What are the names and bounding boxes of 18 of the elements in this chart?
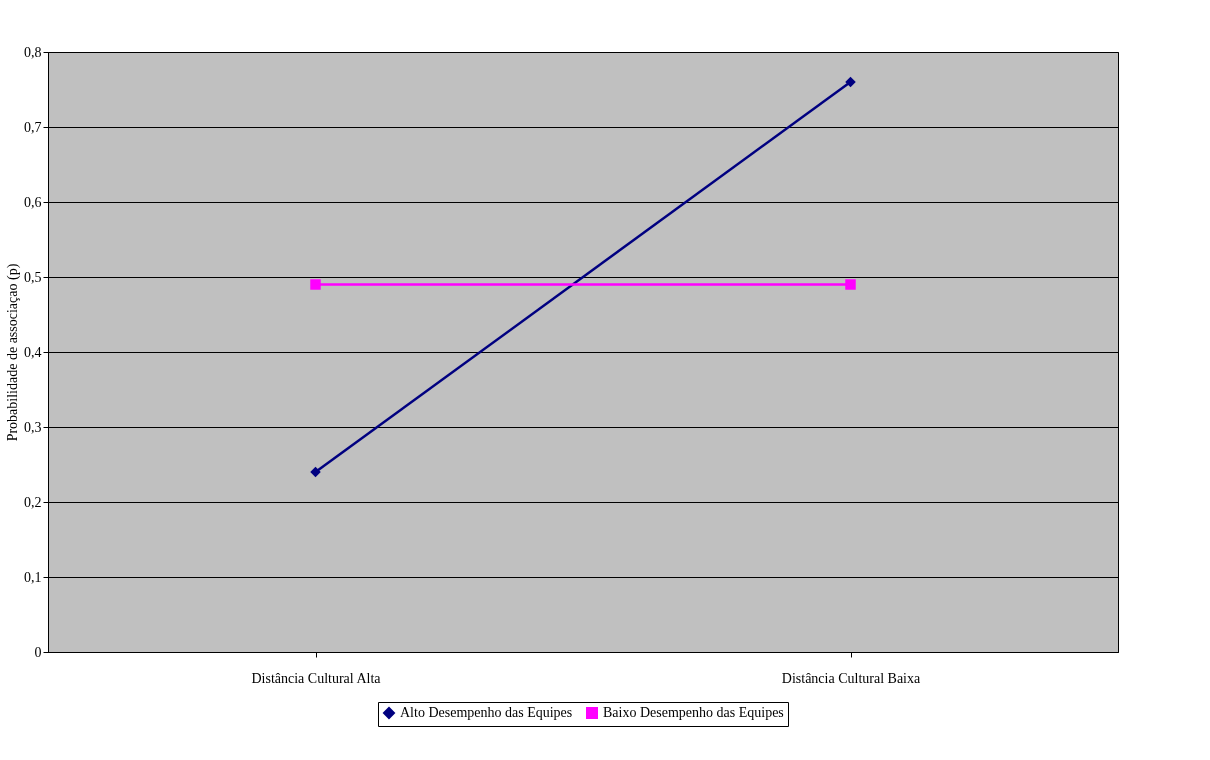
y-axis-title: Probabilidade de associaçao (p) bbox=[5, 263, 21, 442]
y-tick-label: 0,1 bbox=[24, 569, 42, 585]
x-tick-label: Distância Cultural Alta bbox=[251, 670, 382, 686]
x-tick-label: Distância Cultural Baixa bbox=[781, 670, 921, 686]
point bbox=[310, 466, 321, 478]
legend-label: Alto Desempenho das Equipes bbox=[400, 705, 573, 720]
y-tick-label: 0,3 bbox=[24, 419, 42, 435]
y-tick-label: 0 bbox=[34, 644, 42, 660]
point bbox=[845, 76, 856, 88]
y-tick-label: 0,5 bbox=[24, 269, 42, 285]
y-tick-label: 0,7 bbox=[24, 119, 42, 135]
y-tick-label: 0,6 bbox=[24, 194, 42, 210]
point bbox=[310, 279, 321, 290]
y-tick-label: 0,8 bbox=[24, 44, 42, 60]
y-tick-label: 0,4 bbox=[24, 344, 42, 360]
y-tick-label: 0,2 bbox=[24, 494, 42, 510]
point bbox=[845, 279, 856, 290]
legend-label: Baixo Desempenho das Equipes bbox=[603, 705, 784, 720]
